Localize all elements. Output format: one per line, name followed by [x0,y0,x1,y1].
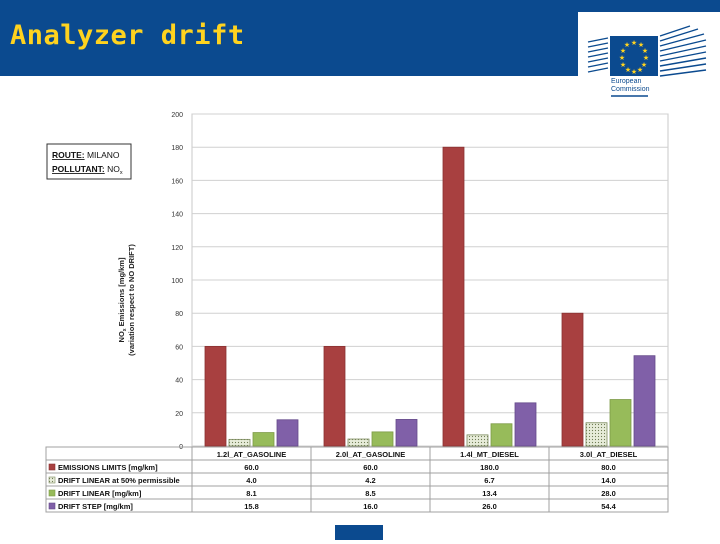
data-label: 54.4 [601,502,616,511]
category-label: 2.0l_AT_GASOLINE [336,450,405,459]
data-label: 8.1 [246,489,256,498]
category-label: 1.2l_AT_GASOLINE [217,450,286,459]
legend-swatch [48,463,56,471]
svg-text:★: ★ [631,68,637,76]
y-tick-label: 80 [175,311,183,318]
y-tick-label: 200 [171,112,183,119]
y-axis-label-line2: (variation respect to NO DRIFT) [127,244,136,356]
y-tick-label: 120 [171,245,183,252]
bar-1-3 [442,146,465,447]
svg-text:★: ★ [631,39,637,47]
data-label: 60.0 [244,463,259,472]
data-label: 6.7 [484,476,494,485]
bar-1-2 [323,345,346,447]
ec-logo-graphic: ★ ★★ ★★★ ★★★ ★★★ [587,25,707,97]
footer-block [335,525,383,540]
bar-3-2 [371,431,394,447]
category-label: 1.4l_MT_DIESEL [460,450,519,459]
data-label: 180.0 [480,463,499,472]
logo-text-line2: Commission [611,86,650,93]
data-label: 28.0 [601,489,616,498]
data-label: 8.5 [365,489,375,498]
bar-4-1 [276,419,299,447]
data-label: 15.8 [244,502,259,511]
route-text: ROUTE: MILANO [52,150,120,160]
bar-2-2 [347,438,370,447]
route-box [46,143,132,180]
svg-text:★: ★ [643,54,649,62]
legend-swatch [48,476,56,484]
svg-text:★: ★ [620,61,626,69]
data-label: 4.2 [365,476,375,485]
data-label: 80.0 [601,463,616,472]
pollutant-text: POLLUTANT: NOx [52,164,123,176]
logo-text-line1: European [611,78,642,85]
data-label: 4.0 [246,476,256,485]
svg-text:★: ★ [637,66,643,74]
y-axis-label: NOx Emissions [mg/km] [117,257,128,342]
y-tick-label: 100 [171,278,183,285]
svg-text:★: ★ [619,54,625,62]
slide-title: Analyzer drift [10,20,245,51]
bar-1-4 [561,312,584,447]
y-tick-label: 60 [175,344,183,351]
legend-entry: DRIFT LINEAR [mg/km] [58,489,142,498]
category-label: 3.0l_AT_DIESEL [580,450,638,459]
bar-1-1 [204,345,227,447]
bar-2-1 [228,438,251,447]
svg-text:★: ★ [642,47,648,55]
y-tick-label: 40 [175,378,183,385]
legend-entry: EMISSIONS LIMITS [mg/km] [58,463,158,472]
legend-swatch [48,502,56,510]
legend-swatch [48,489,56,497]
svg-text:★: ★ [620,47,626,55]
bar-3-4 [609,399,632,447]
svg-text:★: ★ [624,41,630,49]
bar-3-3 [490,423,513,447]
bar-4-2 [395,419,418,447]
svg-text:★: ★ [638,41,644,49]
data-label: 14.0 [601,476,616,485]
bar-4-3 [514,402,537,447]
y-tick-label: 160 [171,178,183,185]
legend-entry: DRIFT LINEAR at 50% permissible [58,476,180,485]
data-label: 16.0 [363,502,378,511]
bar-3-1 [252,432,275,447]
data-label: 13.4 [482,489,497,498]
data-label: 26.0 [482,502,497,511]
bar-2-3 [466,434,489,447]
data-label: 60.0 [363,463,378,472]
ec-logo: ★ ★ ★ ★ ★ ★ ★ ★ ★ ★ ★ ★ European Commission [578,12,720,102]
svg-text:★: ★ [625,66,631,74]
bar-2-4 [585,422,608,447]
y-tick-label: 140 [171,212,183,219]
svg-text:★: ★ [641,61,647,69]
bar-4-4 [633,355,656,447]
legend-entry: DRIFT STEP [mg/km] [58,502,133,511]
y-tick-label: 180 [171,145,183,152]
y-tick-label: 20 [175,411,183,418]
